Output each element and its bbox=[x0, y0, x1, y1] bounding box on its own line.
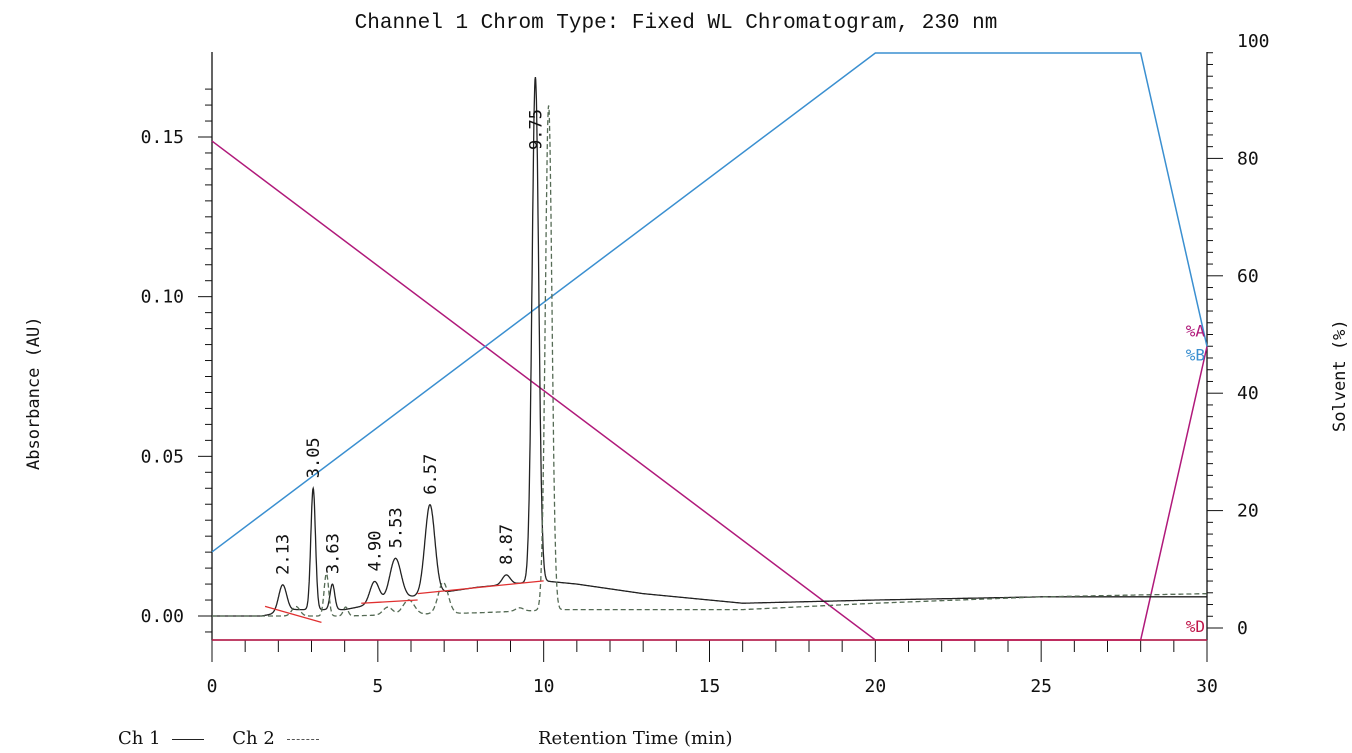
gradient-line-pct-b bbox=[211, 52, 1208, 553]
gradient-label-pct-a: %A bbox=[1186, 322, 1206, 341]
legend-swatch-ch1 bbox=[172, 738, 205, 740]
integration-baseline bbox=[264, 605, 322, 624]
legend-entry-ch1: Ch 1 bbox=[118, 728, 222, 749]
y-left-tick-label: 0.15 bbox=[141, 127, 184, 148]
x-tick-label: 5 bbox=[372, 676, 383, 697]
x-axis-label: Retention Time (min) bbox=[538, 728, 733, 749]
y-left-tick-label: 0.10 bbox=[141, 287, 184, 308]
peak-label: 5.53 bbox=[386, 507, 406, 548]
gradient-line-pct-a bbox=[211, 140, 1208, 641]
traces-group bbox=[212, 77, 1207, 624]
x-tick-label: 30 bbox=[1196, 676, 1218, 697]
legend-label-ch1: Ch 1 bbox=[118, 728, 161, 749]
legend: Ch 1 Ch 2 bbox=[118, 728, 337, 749]
trace-ch2 bbox=[212, 105, 1207, 617]
x-tick-label: 0 bbox=[207, 676, 218, 697]
x-tick-label: 20 bbox=[864, 676, 886, 697]
y-right-tick-label: 0 bbox=[1237, 618, 1248, 639]
peak-labels-group: 2.13 3.05 3.63 4.905.53 6.57 8.87 9.75 bbox=[274, 109, 547, 575]
y-right-tick-label: 80 bbox=[1237, 148, 1259, 169]
y-right-tick-label: 60 bbox=[1237, 266, 1259, 287]
peak-label: 4.90 bbox=[366, 531, 386, 572]
x-tick-label: 15 bbox=[699, 676, 721, 697]
x-tick-label: 10 bbox=[533, 676, 555, 697]
x-tick-label: 25 bbox=[1030, 676, 1052, 697]
peak-label: 2.13 bbox=[274, 534, 294, 575]
gradient-label-pct-d: %D bbox=[1186, 617, 1205, 636]
chart-title: Channel 1 Chrom Type: Fixed WL Chromatog… bbox=[354, 12, 998, 35]
y-left-tick-label: 0.05 bbox=[141, 446, 184, 467]
legend-swatch-ch2 bbox=[286, 738, 319, 740]
peak-label: 3.63 bbox=[323, 533, 343, 574]
legend-label-ch2: Ch 2 bbox=[232, 728, 275, 749]
y-left-tick-label: 0.00 bbox=[141, 606, 184, 627]
y-right-tick-label: 100 bbox=[1237, 31, 1270, 52]
legend-entry-ch2: Ch 2 bbox=[232, 728, 336, 749]
solvent-gradient-group: %A %B %D bbox=[211, 52, 1208, 641]
peak-label: 8.87 bbox=[497, 524, 517, 565]
peak-label: 3.05 bbox=[304, 437, 324, 478]
gradient-label-pct-b: %B bbox=[1186, 346, 1205, 365]
trace-ch1 bbox=[212, 77, 1207, 617]
y-right-tick-label: 40 bbox=[1237, 383, 1259, 404]
peak-label: 9.75 bbox=[526, 109, 546, 150]
y-right-tick-label: 20 bbox=[1237, 501, 1259, 522]
integration-baseline bbox=[361, 599, 418, 604]
peak-label: 6.57 bbox=[421, 454, 441, 495]
integration-baseline bbox=[417, 580, 544, 595]
